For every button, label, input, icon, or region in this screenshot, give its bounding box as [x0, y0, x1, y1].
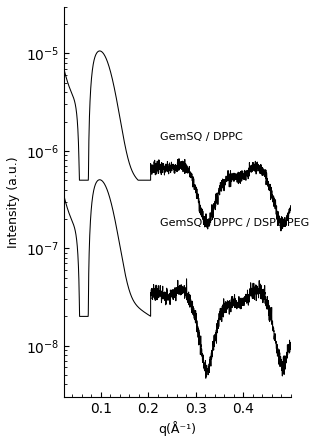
X-axis label: q(Å⁻¹): q(Å⁻¹) — [158, 421, 196, 436]
Text: GemSQ / DPPC: GemSQ / DPPC — [160, 132, 243, 142]
Y-axis label: Intensity (a.u.): Intensity (a.u.) — [7, 156, 20, 248]
Text: GemSQ / DPPC / DSPE-PEG: GemSQ / DPPC / DSPE-PEG — [160, 218, 309, 229]
